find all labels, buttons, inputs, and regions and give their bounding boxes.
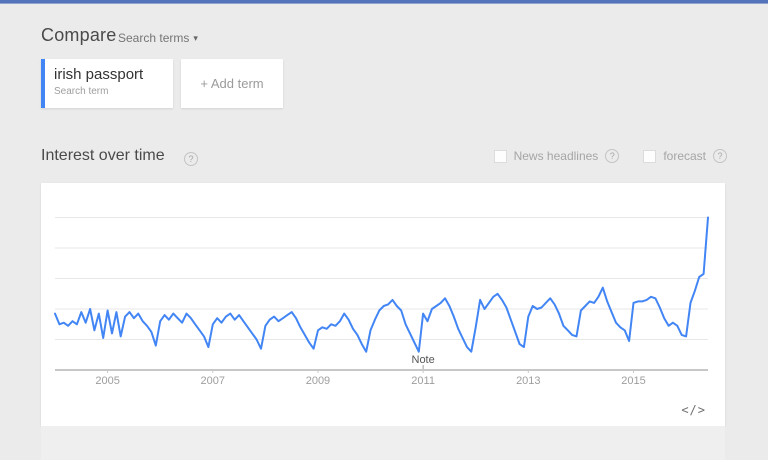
trend-chart-svg[interactable]: 2005 2007 2009 2011 2013 2015 Note (41, 183, 725, 395)
search-term-type: Search term (54, 86, 109, 97)
search-term-text: irish passport (54, 66, 144, 83)
forecast-label[interactable]: forecast (663, 149, 706, 163)
forecast-checkbox[interactable] (643, 149, 657, 163)
next-section-background (41, 426, 725, 460)
svg-text:2015: 2015 (621, 375, 645, 387)
news-headlines-help-icon[interactable]: ? (605, 149, 620, 163)
top-accent-bar (0, 0, 768, 4)
interest-over-time-heading: Interest over time (41, 147, 165, 164)
help-icon[interactable]: ? (184, 152, 198, 166)
svg-text:2013: 2013 (516, 375, 540, 387)
embed-code-icon[interactable]: </> (681, 403, 706, 417)
interest-over-time-chart-card: 2005 2007 2009 2011 2013 2015 Note </> (41, 183, 725, 426)
search-type-label: Search terms (118, 31, 190, 45)
svg-text:2007: 2007 (201, 375, 225, 387)
compare-heading: Compare (41, 25, 117, 45)
search-term-card[interactable]: irish passport Search term (41, 59, 173, 108)
svg-text:2005: 2005 (95, 375, 119, 387)
news-headlines-checkbox[interactable] (493, 149, 507, 163)
add-term-button[interactable]: + Add term (181, 59, 283, 108)
search-type-dropdown[interactable]: Search terms ▾ (118, 31, 198, 45)
svg-text:Note: Note (412, 354, 435, 366)
svg-text:2009: 2009 (306, 375, 330, 387)
add-term-label: + Add term (200, 76, 264, 91)
chevron-down-icon: ▾ (193, 33, 198, 43)
svg-text:2011: 2011 (411, 375, 435, 387)
news-headlines-label[interactable]: News headlines (513, 149, 599, 163)
chart-toggles: News headlines ? forecast ? (493, 149, 727, 163)
forecast-help-icon[interactable]: ? (713, 149, 727, 163)
